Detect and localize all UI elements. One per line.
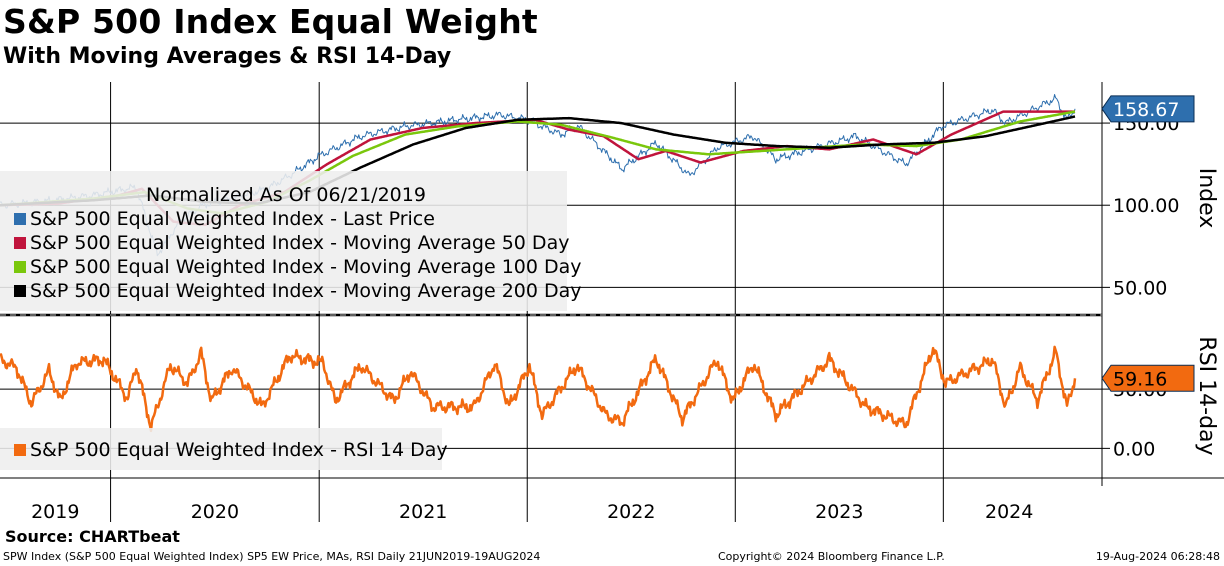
last-rsi-badge-label: 59.16 (1113, 368, 1167, 390)
x-tick-label: 2020 (191, 501, 239, 523)
legend-note: Normalized As Of 06/21/2019 (146, 184, 426, 206)
x-tick-label: 2023 (815, 501, 863, 523)
price-y-tick-label: 100.00 (1113, 195, 1179, 217)
source-label: Source: CHARTbeat (5, 527, 180, 546)
footer-copyright: Copyright© 2024 Bloomberg Finance L.P. (718, 550, 945, 563)
legend-label: S&P 500 Equal Weighted Index - Last Pric… (30, 208, 435, 230)
last-price-badge (1101, 95, 1195, 123)
footer-timestamp: 19-Aug-2024 06:28:48 (1095, 550, 1220, 563)
legend-swatch (14, 261, 26, 273)
last-rsi-badge (1101, 364, 1195, 392)
legend-swatch (14, 213, 26, 225)
rsi-legend-box (0, 428, 442, 470)
price-axis-title: Index (1194, 168, 1219, 229)
legend-label: S&P 500 Equal Weighted Index - Moving Av… (30, 280, 582, 302)
legend-label: S&P 500 Equal Weighted Index - RSI 14 Da… (30, 439, 448, 461)
x-tick-label: 2021 (399, 501, 447, 523)
x-tick-label: 2019 (31, 501, 79, 523)
x-tick-label: 2022 (607, 501, 655, 523)
chart-subtitle: With Moving Averages & RSI 14-Day (3, 44, 452, 69)
chart-title: S&P 500 Index Equal Weight (3, 2, 538, 41)
last-price-badge-label: 158.67 (1113, 99, 1179, 121)
legend-swatch (14, 285, 26, 297)
price-y-tick-label: 50.00 (1113, 277, 1167, 299)
footer-description: SPW Index (S&P 500 Equal Weighted Index)… (3, 550, 541, 563)
legend-label: S&P 500 Equal Weighted Index - Moving Av… (30, 232, 569, 254)
x-tick-label: 2024 (985, 501, 1033, 523)
legend-swatch (14, 237, 26, 249)
price-legend-box (0, 171, 567, 311)
legend-label: S&P 500 Equal Weighted Index - Moving Av… (30, 256, 582, 278)
rsi-axis-title: RSI 14-day (1194, 336, 1219, 455)
rsi-y-tick-label: 0.00 (1113, 438, 1155, 460)
rsi-series-line (0, 345, 1077, 433)
legend-swatch (14, 444, 26, 456)
